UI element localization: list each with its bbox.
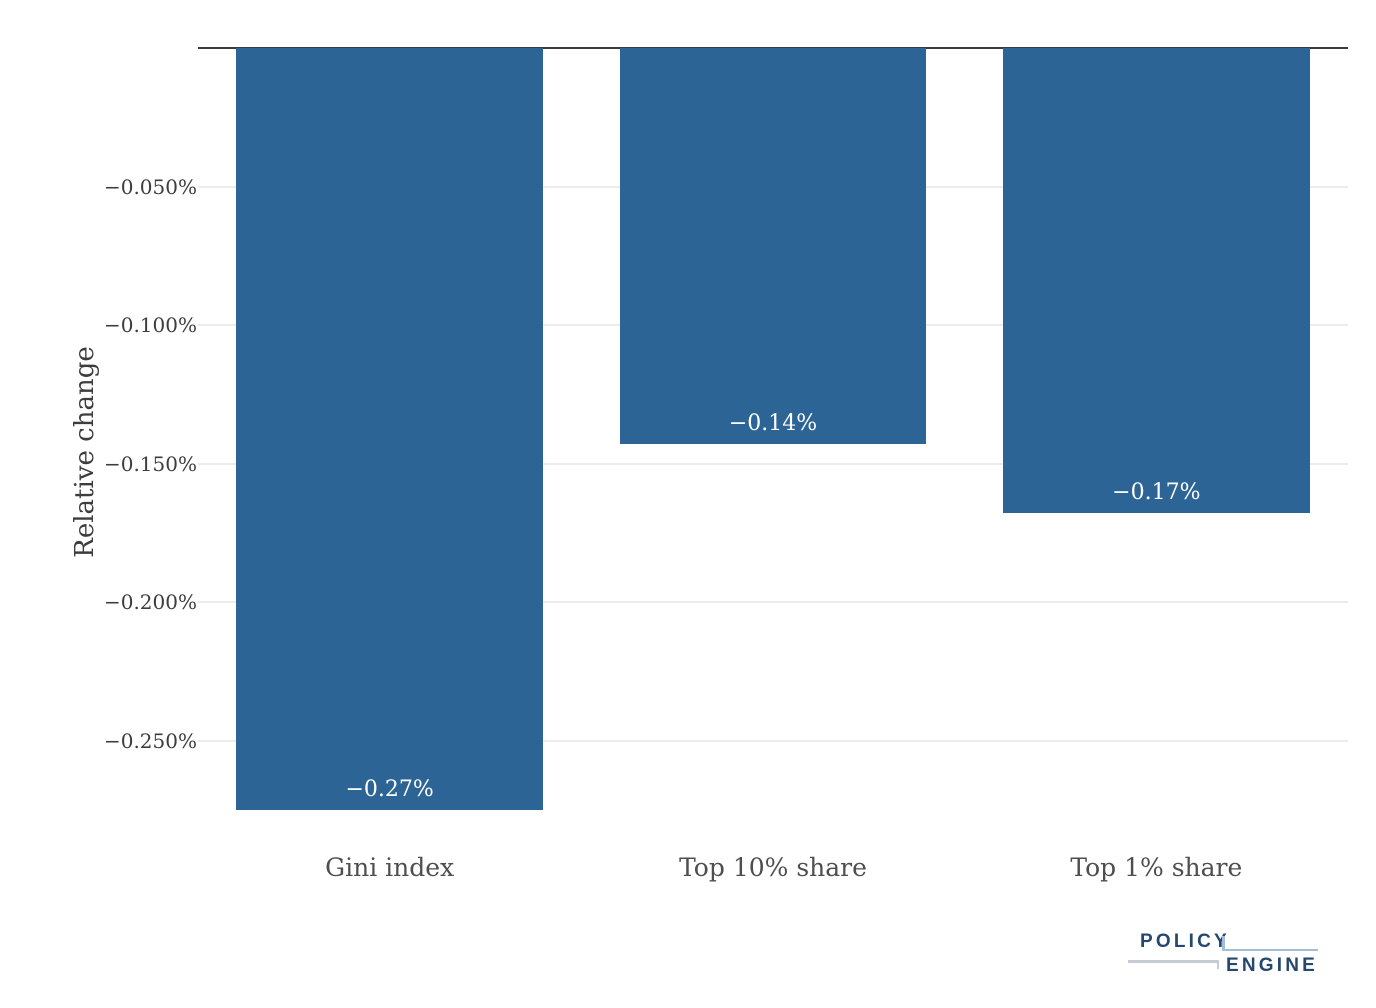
gridline [198,601,1348,603]
bar-value-label: −0.27% [345,776,434,802]
logo-bracket-right-vertical-icon [1222,936,1225,950]
bar-top-10-share: −0.14% [619,48,927,445]
bar-top-1-share: −0.17% [1003,48,1310,514]
policyengine-logo: POLICY ENGINE [1126,930,1326,980]
y-tick-label: −0.100% [103,313,197,337]
x-category-label: Gini index [325,853,455,882]
logo-engine-text: ENGINE [1226,955,1319,976]
gridline [198,462,1348,465]
bar-value-label: −0.14% [728,411,818,437]
y-tick-label: −0.050% [103,174,197,199]
logo-bracket-right-horizontal-icon [1222,948,1318,951]
bar-gini-index: −0.27% [236,48,543,810]
y-tick-label: −0.150% [103,451,197,476]
x-category-label: Top 1% share [1070,853,1243,882]
bar-value-label: −0.17% [1112,480,1201,506]
y-tick-label: −0.200% [103,590,197,614]
logo-bracket-left-horizontal-icon [1128,960,1219,963]
logo-bracket-left-vertical-icon [1216,960,1219,969]
x-category-label: Top 10% share [679,853,867,882]
logo-policy-text: POLICY [1140,931,1230,952]
y-tick-label: −0.250% [103,728,197,753]
gridline [198,739,1348,742]
